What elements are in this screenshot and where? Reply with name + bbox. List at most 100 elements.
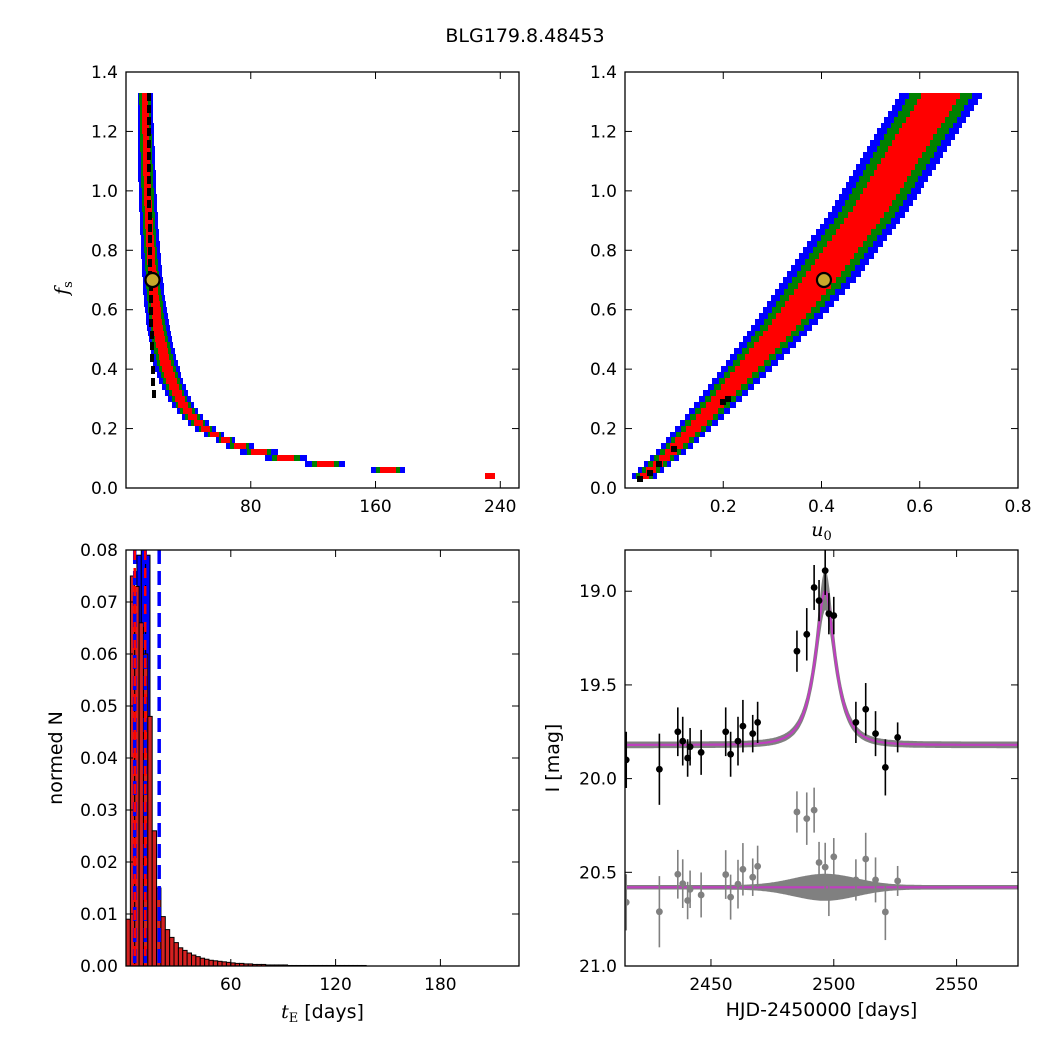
panel-tE-fs: 80 160 240 0.0 0.2 0.4 0.6 0.8 1.0 1.2 1.4 fs — [51, 63, 520, 517]
y-tick-label: 0.4 — [590, 360, 617, 380]
y-tick-label: 0.03 — [80, 801, 118, 821]
y-tick-label: 1.4 — [91, 63, 118, 83]
data-point — [739, 722, 747, 730]
y-tick-label: 1.0 — [91, 182, 118, 202]
histogram-bar — [182, 949, 188, 966]
x-axis-label-sub: 0 — [823, 529, 831, 544]
plot-area — [632, 93, 982, 482]
residual-point — [830, 853, 838, 861]
residual-point — [722, 871, 730, 878]
data-point — [655, 765, 663, 773]
residual-point — [739, 865, 747, 873]
data-point — [679, 737, 687, 745]
x-tick-label: 0.8 — [1004, 497, 1031, 517]
best-fit-cells — [147, 93, 156, 398]
x-tick-label: 160 — [359, 497, 391, 517]
data-point — [894, 733, 902, 741]
x-tick-label: 0.6 — [906, 497, 933, 517]
x-tick-label: 2450 — [689, 975, 732, 995]
data-point — [821, 567, 829, 575]
histogram-bar — [164, 929, 171, 966]
x-axis-label: HJD-2450000 [days] — [726, 999, 918, 1021]
data-point — [803, 630, 811, 638]
y-tick-label: 0.02 — [80, 853, 118, 873]
x-axis-label-unit: [days] — [298, 1001, 364, 1023]
y-tick-label: 0.2 — [590, 420, 617, 440]
y-tick-label: 19.5 — [579, 676, 617, 696]
residual-point — [749, 873, 757, 881]
y-tick-label: 21.0 — [579, 957, 617, 977]
x-axis-label: u0 — [811, 519, 832, 544]
y-tick-label: 0.05 — [80, 697, 118, 717]
histogram-bar — [147, 715, 153, 966]
y-tick-label: 19.0 — [579, 582, 617, 602]
residual-point — [881, 908, 889, 916]
y-axis-label: fs — [51, 281, 76, 297]
histogram-bar — [208, 959, 214, 966]
panel-light-curve: 2450 2500 2550 19.0 19.5 20.0 20.5 21.0 HJD-2450… — [542, 549, 1019, 1021]
y-axis-label-sub: s — [61, 281, 76, 288]
data-point — [754, 718, 762, 726]
residual-point — [821, 863, 829, 871]
residual-point — [697, 891, 705, 899]
x-tick-label: 180 — [424, 975, 456, 995]
y-tick-label: 1.2 — [91, 122, 118, 142]
x-tick-label: 0.4 — [808, 497, 835, 517]
x-tick-label: 60 — [220, 975, 242, 995]
y-tick-label: 0.04 — [80, 749, 118, 769]
y-tick-label: 1.4 — [590, 63, 617, 83]
y-tick-label: 0.0 — [590, 479, 617, 499]
residual-point — [674, 870, 682, 878]
residual-point — [894, 877, 902, 885]
plot-area — [138, 93, 495, 479]
residual-point — [862, 855, 870, 863]
histogram-bar — [195, 956, 201, 966]
data-point — [881, 763, 889, 771]
histogram-bar — [186, 952, 192, 966]
y-tick-label: 0.07 — [80, 593, 118, 613]
histogram-bar — [199, 957, 206, 966]
data-point — [686, 743, 694, 751]
y-tick-label: 0.2 — [91, 420, 118, 440]
residual-point — [679, 880, 687, 888]
y-tick-label: 1.2 — [590, 122, 617, 142]
residual-point — [655, 908, 663, 916]
y-tick-label: 0.0 — [91, 479, 118, 499]
residual-point — [734, 880, 742, 888]
histogram-bar — [191, 954, 197, 966]
axes-frame — [624, 549, 1019, 967]
data-point — [793, 647, 801, 655]
data-point — [749, 730, 757, 738]
axes-frame — [125, 71, 520, 489]
histogram-bar — [160, 916, 166, 966]
data-point — [810, 584, 818, 591]
data-point — [830, 612, 838, 619]
data-point — [727, 750, 735, 758]
y-tick-label: 0.8 — [91, 241, 118, 261]
histogram-bar — [212, 960, 219, 966]
y-tick-label: 0.6 — [91, 301, 118, 321]
y-tick-label: 0.08 — [80, 541, 118, 561]
histogram-bar — [204, 958, 210, 966]
data-point — [722, 728, 730, 736]
histogram-bar — [177, 947, 184, 966]
plot-area — [625, 550, 1018, 948]
data-point — [872, 730, 879, 738]
x-tick-label: 2500 — [812, 975, 855, 995]
y-tick-label: 1.0 — [590, 182, 617, 202]
histogram-bar — [138, 622, 144, 966]
y-tick-label: 0.8 — [590, 241, 617, 261]
residual-point — [815, 859, 823, 866]
data-point — [674, 728, 682, 736]
best-fit-cells — [637, 396, 731, 482]
panel-tE-histogram: 60 120 180 0.00 0.01 0.02 0.03 0.04 0.05 0.06 0.07… — [45, 541, 520, 1026]
histogram-bar — [151, 830, 158, 966]
data-point — [625, 756, 630, 764]
confidence-region-1sigma — [640, 93, 960, 479]
x-tick-label: 120 — [319, 975, 351, 995]
plot-area — [126, 550, 367, 966]
y-tick-label: 0.06 — [80, 645, 118, 665]
histogram-bar — [126, 918, 131, 966]
residual-point — [793, 808, 801, 816]
